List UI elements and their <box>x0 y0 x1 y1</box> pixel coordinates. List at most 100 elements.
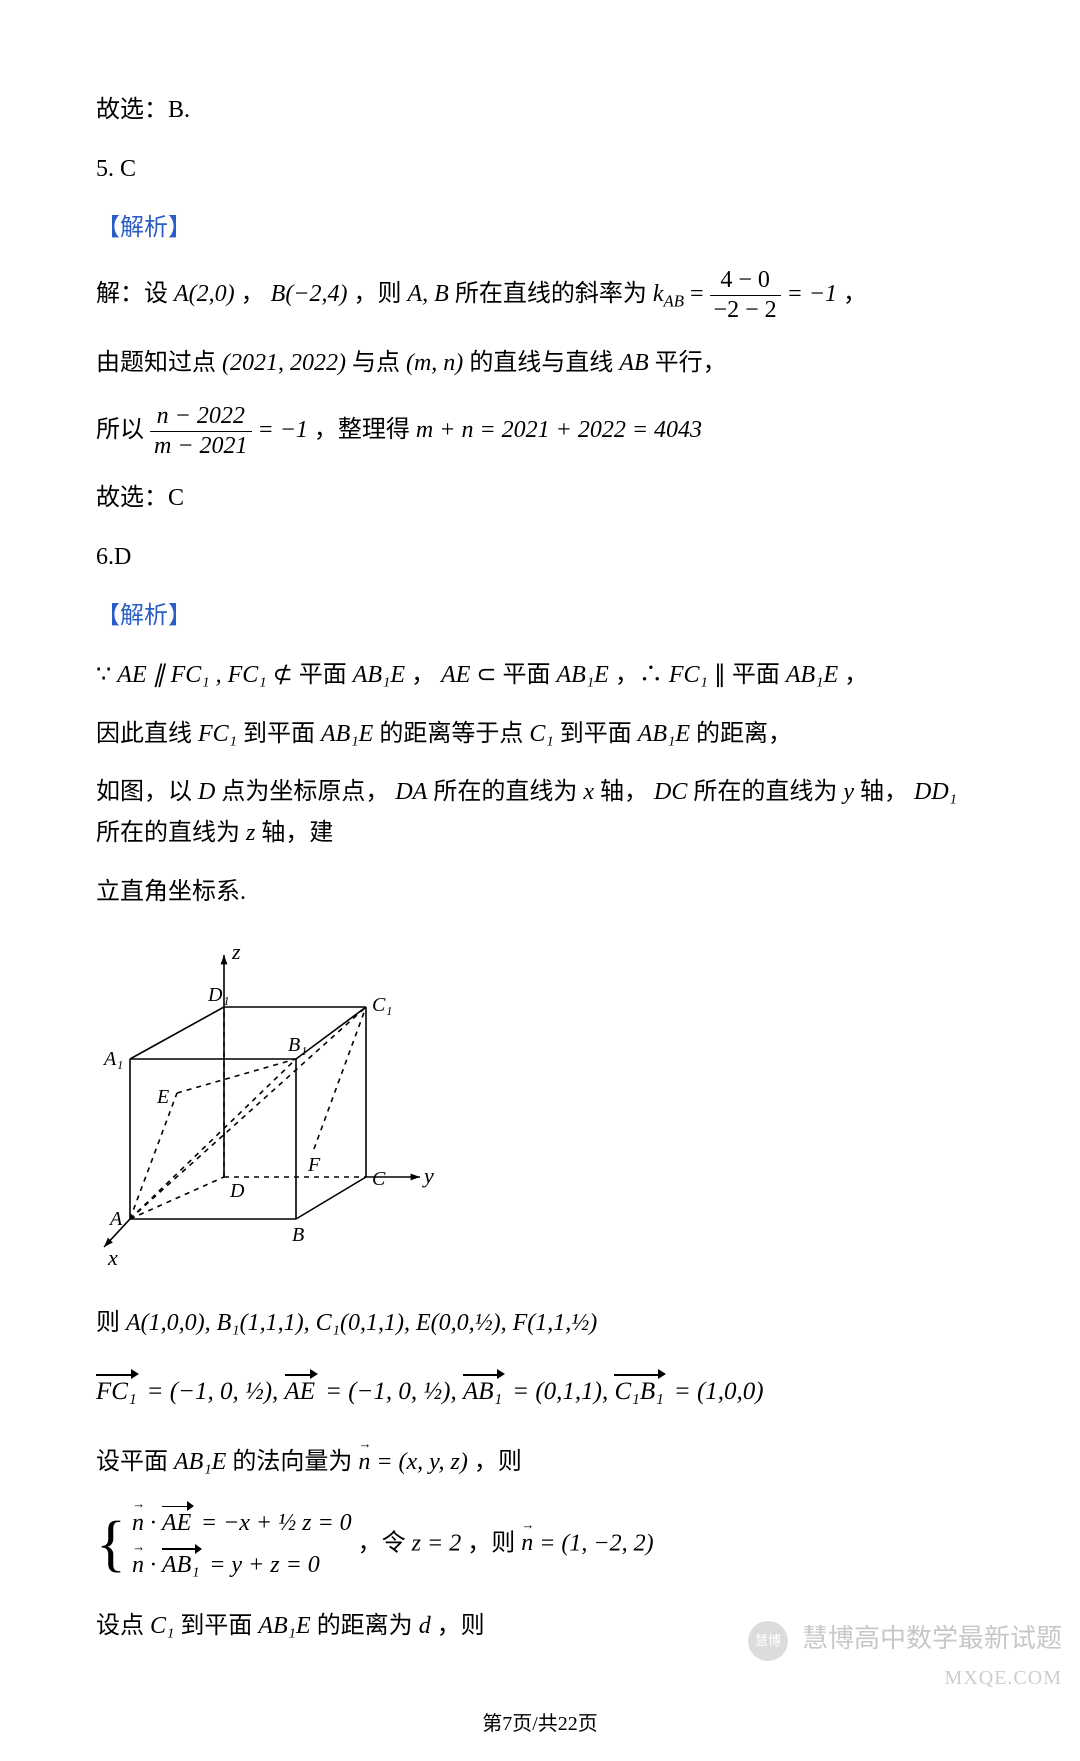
math: D <box>198 779 215 805</box>
text-fragment: ，则 <box>474 1449 522 1475</box>
vector-n: n <box>132 1545 144 1586</box>
math: k <box>653 281 664 307</box>
text-fragment: 所在的直线为 <box>693 779 843 805</box>
text-fragment: ， <box>241 281 265 307</box>
watermark: 慧博 慧博高中数学最新试题 MXQE.COM <box>748 1617 1062 1695</box>
watermark-subtext: MXQE.COM <box>748 1661 1062 1695</box>
text-fragment: 所在的直线为 <box>433 779 583 805</box>
svg-text:C₁: C₁ <box>372 994 392 1016</box>
math: DC <box>654 779 687 805</box>
math: FC₁ <box>198 721 237 747</box>
math: = −1 <box>787 281 837 307</box>
text-fragment: 到平面 <box>560 721 638 747</box>
math: C₁ <box>529 721 553 747</box>
svg-text:A₁: A₁ <box>102 1048 123 1070</box>
vector: AE <box>162 1503 195 1544</box>
text-fragment: ，令 <box>358 1530 412 1556</box>
math: AB₁E <box>638 721 690 747</box>
vector: AB₁ <box>463 1371 506 1414</box>
math: AE <box>441 662 470 688</box>
math: AB₁E <box>321 721 373 747</box>
text-fragment: ，整理得 <box>314 417 416 443</box>
text-fragment: 的直线与直线 <box>469 350 619 376</box>
equation-system: { n · AE = −x + ½ z = 0 n · AB₁ = y + z … <box>96 1501 984 1589</box>
text-fragment: 与点 <box>352 350 406 376</box>
math: = −x + ½ z = 0 <box>201 1510 352 1536</box>
math: A, B <box>408 281 449 307</box>
math: = (−1, 0, ½), <box>325 1378 463 1405</box>
text-fragment: 点为坐标原点， <box>221 779 389 805</box>
math-sub: AB <box>663 292 684 311</box>
text-fragment: 所在直线的斜率为 <box>455 281 653 307</box>
text-line: 故选：B. <box>96 90 984 131</box>
math: A(1,0,0), B₁(1,1,1), C₁(0,1,1), E(0,0,½)… <box>126 1310 597 1336</box>
text-line: 解：设 A(2,0) ， B(−2,4) ，则 A, B 所在直线的斜率为 kA… <box>96 266 984 325</box>
math: z = 2 <box>412 1530 462 1556</box>
question-number: 6.D <box>96 537 984 578</box>
numerator: n − 2022 <box>150 402 252 432</box>
text-fragment: 设点 <box>96 1613 150 1639</box>
math: = (−1, 0, ½), <box>147 1378 285 1405</box>
watermark-logo-icon: 慧博 <box>748 1621 788 1661</box>
sys-line: n · AE = −x + ½ z = 0 <box>132 1503 352 1544</box>
text-fragment: 所以 <box>96 417 150 443</box>
math: AB <box>619 350 648 376</box>
text-line: 所以 n − 2022 m − 2021 = −1 ，整理得 m + n = 2… <box>96 402 984 461</box>
math: B(−2,4) <box>271 281 348 307</box>
svg-text:D: D <box>229 1180 245 1202</box>
text-line: 故选：C <box>96 478 984 519</box>
text-line: 如图，以 D 点为坐标原点， DA 所在的直线为 x 轴， DC 所在的直线为 … <box>96 772 984 854</box>
svg-text:x: x <box>107 1245 118 1270</box>
text-fragment: 轴， <box>860 779 908 805</box>
svg-text:y: y <box>422 1163 434 1188</box>
math: = (1,0,0) <box>674 1378 764 1405</box>
vector: AE <box>285 1371 319 1414</box>
svg-text:B: B <box>292 1224 304 1246</box>
numerator: 4 − 0 <box>710 266 781 296</box>
text-fragment: ∥ 平面 <box>714 662 786 688</box>
text-line: 由题知过点 (2021, 2022) 与点 (m, n) 的直线与直线 AB 平… <box>96 343 984 384</box>
vector-n: n <box>521 1523 533 1564</box>
math: · <box>150 1510 162 1536</box>
text-fragment: 解：设 <box>96 281 174 307</box>
text-line: ∵ AE ∥ FC₁ , FC₁ ⊄ 平面 AB₁E ， AE ⊂ 平面 AB₁… <box>96 655 984 696</box>
math: x <box>583 779 594 805</box>
text-line: 立直角坐标系. <box>96 872 984 913</box>
svg-text:E: E <box>156 1086 169 1108</box>
text-fragment: 因此直线 <box>96 721 198 747</box>
text-fragment: ，∴ <box>615 662 669 688</box>
text-fragment: 由题知过点 <box>96 350 222 376</box>
vector: AB₁ <box>162 1545 203 1586</box>
text-fragment: ，则 <box>354 281 408 307</box>
text-line: 则 A(1,0,0), B₁(1,1,1), C₁(0,1,1), E(0,0,… <box>96 1303 984 1344</box>
text-fragment: 轴，建 <box>261 820 333 846</box>
fraction: 4 − 0 −2 − 2 <box>710 266 781 325</box>
math: C₁ <box>150 1613 174 1639</box>
math: AB₁E <box>174 1449 226 1475</box>
text-fragment: 则 <box>96 1310 126 1336</box>
text-fragment: 如图，以 <box>96 779 198 805</box>
text-fragment: 的距离， <box>696 721 792 747</box>
text-fragment: 到平面 <box>180 1613 258 1639</box>
math-formula: n − 2022 m − 2021 = −1 <box>150 402 308 461</box>
math: (2021, 2022) <box>222 350 346 376</box>
math: · <box>150 1552 162 1578</box>
math: AB₁E <box>258 1613 310 1639</box>
svg-text:B₁: B₁ <box>288 1034 307 1056</box>
math: DA <box>395 779 427 805</box>
text-fragment: 设平面 <box>96 1449 174 1475</box>
math: = −1 <box>258 417 308 443</box>
analysis-header: 【解析】 <box>96 208 984 249</box>
sys-line: n · AB₁ = y + z = 0 <box>132 1545 352 1586</box>
text-fragment: ，则 <box>437 1613 485 1639</box>
cube-diagram: ABCDA₁B₁C₁D₁EFxyz <box>96 931 984 1285</box>
text-fragment: 所在的直线为 <box>96 820 246 846</box>
text-line: 因此直线 FC₁ 到平面 AB₁E 的距离等于点 C₁ 到平面 AB₁E 的距离… <box>96 714 984 755</box>
math: (m, n) <box>406 350 463 376</box>
math: A(2,0) <box>174 281 235 307</box>
text-fragment: ， <box>844 662 868 688</box>
page-footer: 第7页/共22页 <box>96 1707 984 1741</box>
text-fragment: 的法向量为 <box>232 1449 358 1475</box>
watermark-text: 慧博高中数学最新试题 <box>802 1624 1062 1653</box>
svg-text:z: z <box>231 939 241 964</box>
